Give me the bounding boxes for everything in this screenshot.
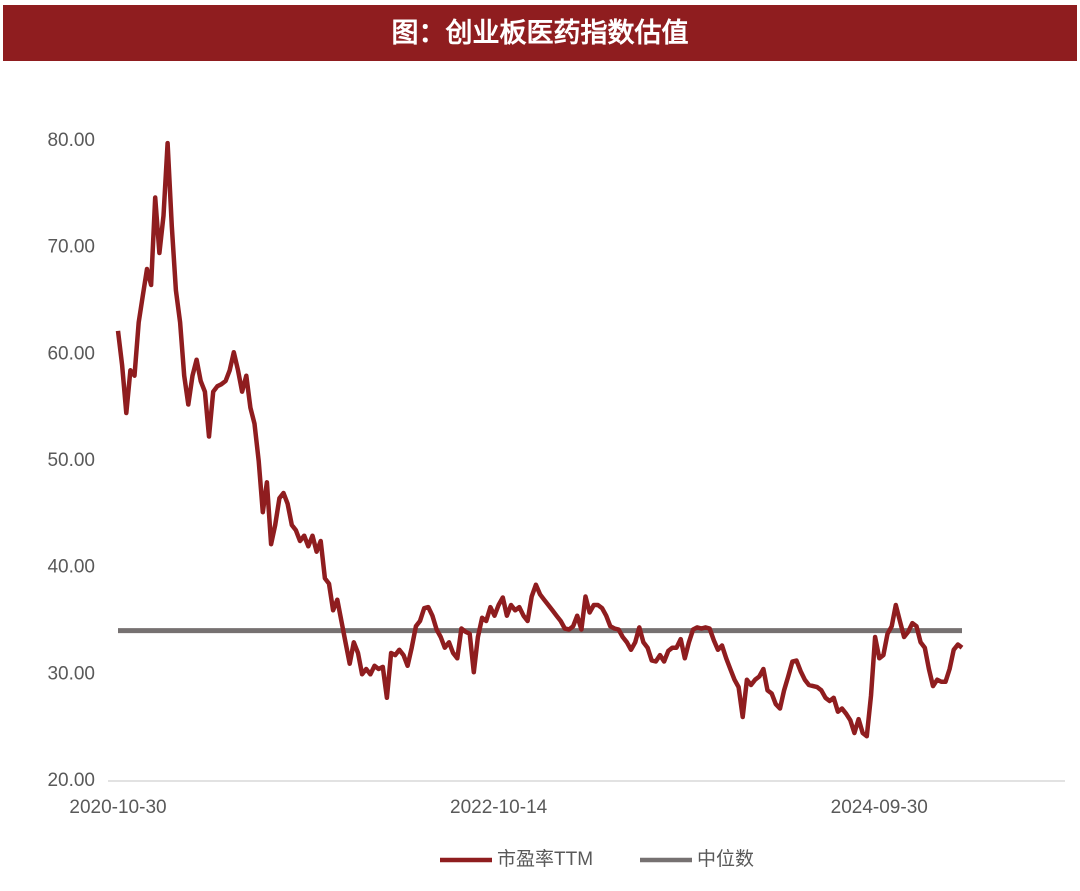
y-tick-label: 80.00: [47, 130, 95, 151]
x-tick-label: 2020-10-30: [69, 797, 166, 818]
series-line: [115, 140, 964, 739]
y-tick-label: 50.00: [47, 450, 95, 471]
legend-label: 市盈率TTM: [497, 848, 593, 870]
y-tick-label: 20.00: [47, 770, 95, 791]
x-tick-label: 2024-09-30: [831, 797, 928, 818]
chart-title: 图：创业板医药指数估值: [3, 5, 1077, 61]
y-tick-label: 40.00: [47, 557, 95, 578]
legend-label: 中位数: [697, 848, 754, 870]
y-tick-label: 60.00: [47, 343, 95, 364]
y-tick-label: 70.00: [47, 237, 95, 258]
y-tick-label: 30.00: [47, 663, 95, 684]
x-tick-label: 2022-10-14: [450, 797, 548, 818]
